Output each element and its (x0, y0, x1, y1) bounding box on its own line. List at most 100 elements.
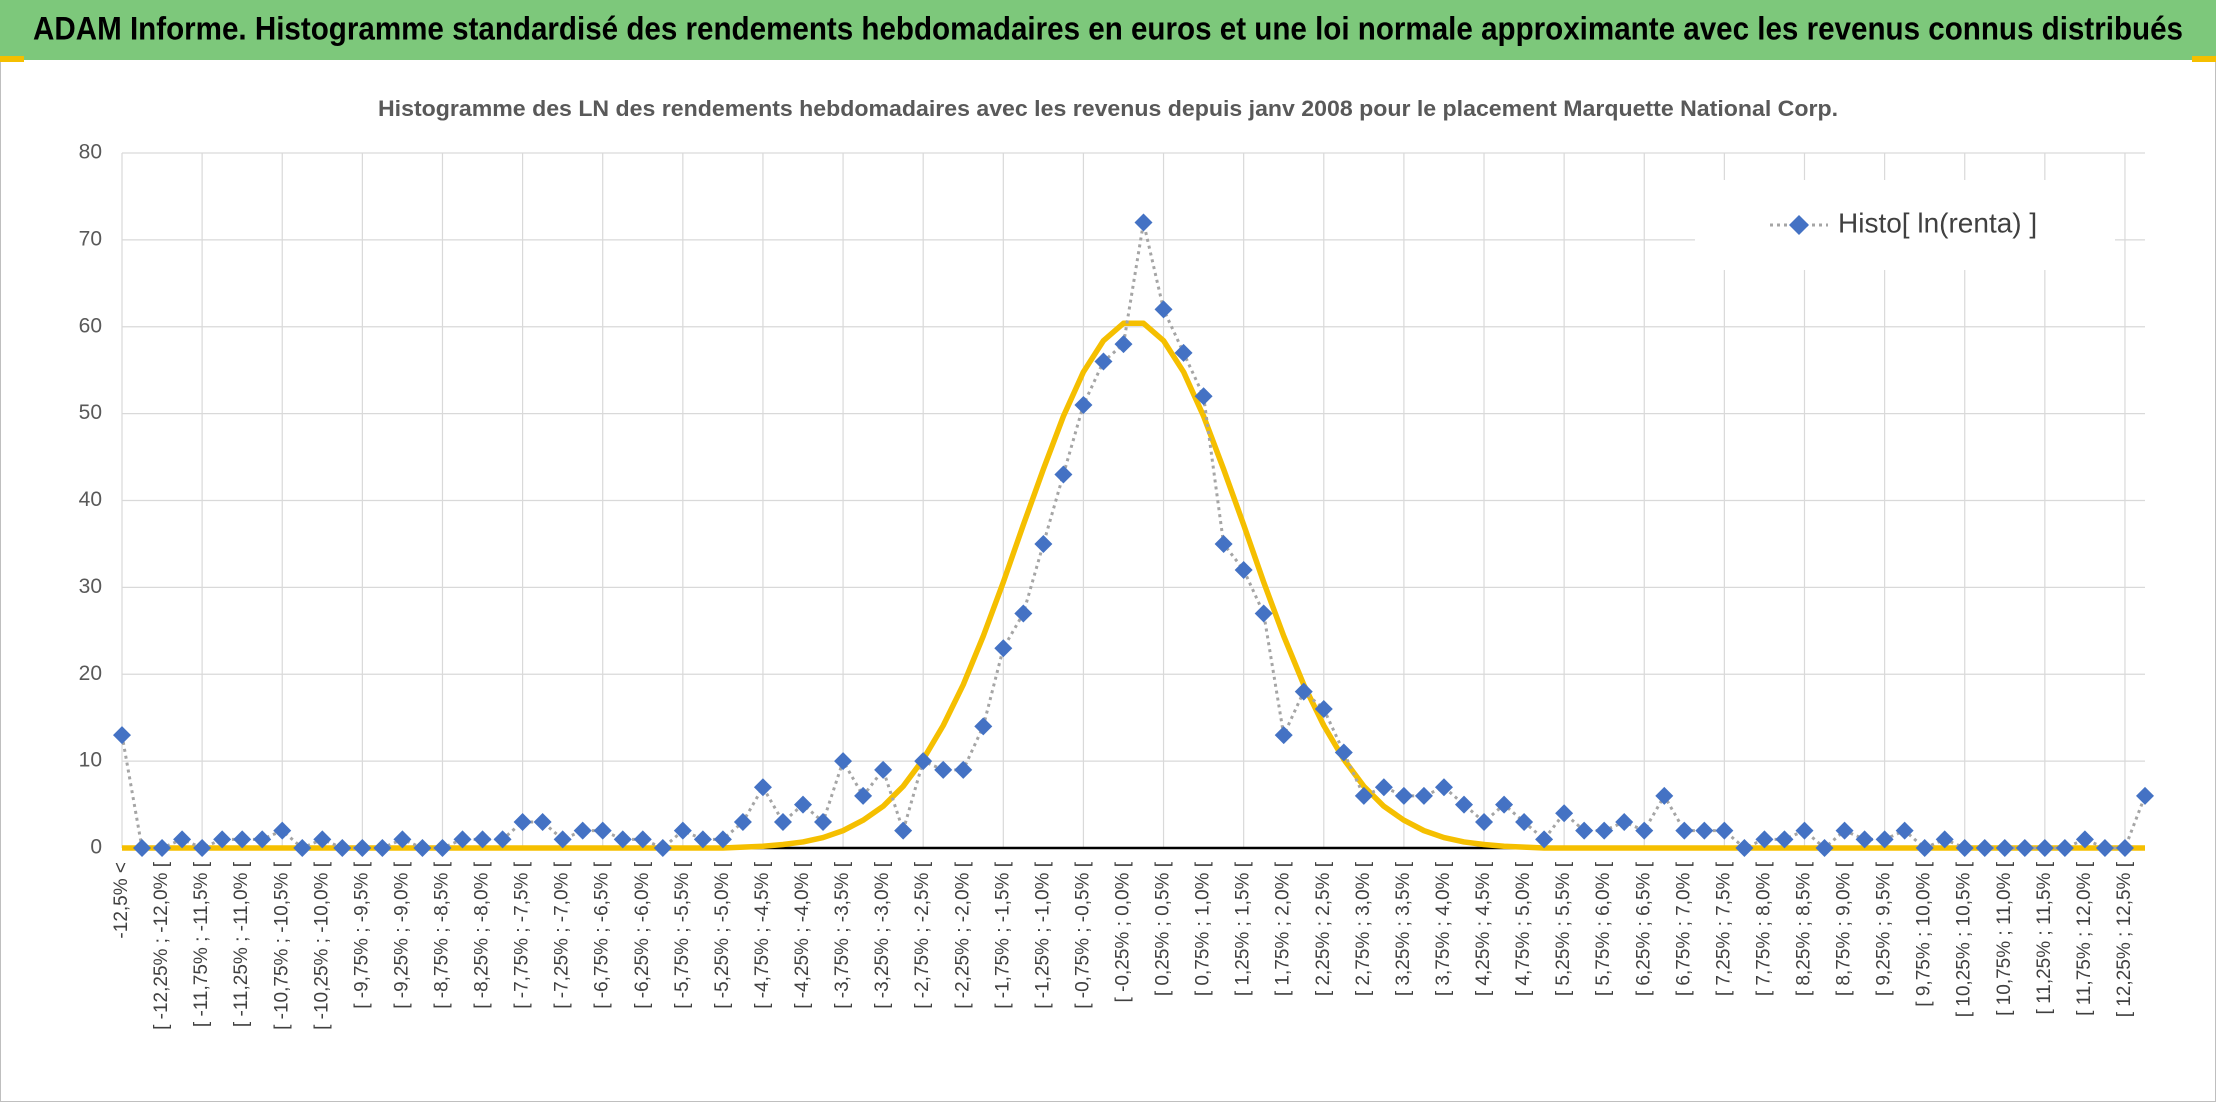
x-tick-label: [ 2,75% ; 3,0% [ (1353, 861, 1374, 996)
data-point (1475, 812, 1494, 831)
data-point (1675, 821, 1694, 840)
x-tick-label: [ 7,25% ; 7,5% [ (1713, 861, 1734, 996)
data-point (1815, 839, 1834, 857)
data-point (633, 830, 652, 849)
x-tick-label: [ 5,25% ; 5,5% [ (1553, 861, 1574, 996)
data-point (1154, 300, 1173, 319)
data-point (1595, 821, 1614, 840)
data-point (713, 830, 732, 849)
x-tick-label: [ -7,75% ; -7,5% [ (512, 861, 533, 1009)
data-point (1194, 387, 1213, 406)
data-point (133, 839, 152, 857)
data-point (1895, 821, 1914, 840)
header-corner (2192, 56, 2216, 62)
x-tick-label: [ -0,75% ; -0,5% [ (1072, 861, 1093, 1009)
x-tick-label: [ -6,75% ; -6,5% [ (592, 861, 613, 1009)
data-point (1394, 786, 1413, 805)
x-tick-label: [ 3,25% ; 3,5% [ (1393, 861, 1414, 996)
data-point (493, 830, 512, 849)
x-tick-label: [ -10,75% ; -10,5% [ (271, 861, 292, 1030)
x-tick-label: [ 9,25% ; 9,5% [ (1874, 861, 1895, 996)
data-point (2095, 839, 2114, 857)
x-tick-label: [ 0,25% ; 0,5% [ (1153, 861, 1174, 996)
data-point (393, 830, 412, 849)
x-tick-label: [ -4,75% ; -4,5% [ (752, 861, 773, 1009)
data-point (173, 830, 192, 849)
x-tick-label: [ 5,75% ; 6,0% [ (1593, 861, 1614, 996)
data-point (1535, 830, 1554, 849)
data-point (1314, 700, 1333, 718)
header-bar (0, 0, 2216, 60)
x-tick-label: [ 1,25% ; 1,5% [ (1233, 861, 1254, 996)
data-point (1855, 830, 1874, 849)
x-tick-label: -12,5% < (111, 862, 132, 939)
data-point (994, 639, 1013, 658)
data-point (974, 717, 993, 736)
data-point (1715, 821, 1734, 840)
data-point (834, 752, 853, 771)
data-point (1575, 821, 1594, 840)
x-tick-label: [ -3,25% ; -3,0% [ (872, 861, 893, 1009)
data-point (1915, 839, 1934, 857)
data-point (693, 830, 712, 849)
data-point (193, 839, 212, 857)
data-point (213, 830, 232, 849)
data-point (1374, 778, 1393, 797)
data-point (1354, 786, 1373, 805)
data-point (1294, 682, 1313, 701)
y-tick-label: 20 (79, 662, 102, 685)
x-tick-label: [ 11,75% ; 12,0% [ (2074, 861, 2095, 1016)
legend-box (1695, 180, 2115, 270)
x-tick-label: [ 12,25% ; 12,5% [ (2114, 861, 2135, 1017)
x-tick-label: [ -8,75% ; -8,5% [ (431, 861, 452, 1009)
x-tick-label: [ -12,25% ; -12,0% [ (151, 861, 172, 1030)
y-tick-label: 70 (79, 227, 102, 250)
data-point (1214, 534, 1233, 553)
x-tick-label: [ -5,25% ; -5,0% [ (712, 861, 733, 1009)
x-tick-label: [ -3,75% ; -3,5% [ (832, 861, 853, 1009)
data-point (513, 812, 532, 831)
y-tick-label: 10 (79, 749, 102, 772)
data-point (1875, 830, 1894, 849)
x-tick-label: [ -0,25% ; 0,0% [ (1113, 861, 1134, 1002)
x-tick-label: [ 10,75% ; 11,0% [ (1994, 861, 2015, 1016)
data-point (273, 821, 292, 840)
data-point (753, 778, 772, 797)
data-point (253, 830, 272, 849)
x-tick-label: [ 9,75% ; 10,0% [ (1914, 861, 1935, 1006)
data-point (1054, 465, 1073, 484)
data-point (934, 760, 953, 779)
data-point (1134, 213, 1153, 232)
data-point (653, 839, 672, 857)
y-tick-label: 50 (79, 401, 102, 424)
data-point (894, 821, 913, 840)
x-tick-label: [ -11,25% ; -11,0% [ (231, 861, 252, 1027)
data-point (1655, 786, 1674, 805)
data-point (233, 830, 252, 849)
x-tick-label: [ -9,25% ; -9,0% [ (391, 861, 412, 1009)
x-tick-label: [ 3,75% ; 4,0% [ (1433, 861, 1454, 996)
x-tick-label: [ -2,25% ; -2,0% [ (952, 861, 973, 1009)
x-tick-label: [ 4,75% ; 5,0% [ (1513, 861, 1534, 996)
data-point (1454, 795, 1473, 814)
x-tick-label: [ -6,25% ; -6,0% [ (632, 861, 653, 1009)
legend-label: Histo[ ln(renta) ] (1838, 207, 2037, 238)
x-tick-label: [ 8,75% ; 9,0% [ (1834, 861, 1855, 996)
data-point (954, 760, 973, 779)
normal-curve (122, 320, 2145, 851)
x-tick-label: [ 0,75% ; 1,0% [ (1193, 861, 1214, 996)
data-point (1434, 778, 1453, 797)
data-point (553, 830, 572, 849)
data-point (473, 830, 492, 849)
data-point (1615, 812, 1634, 831)
data-point (573, 821, 592, 840)
y-tick-label: 0 (90, 836, 102, 859)
x-tick-label: [ 4,25% ; 4,5% [ (1473, 861, 1494, 996)
data-point (333, 839, 352, 857)
data-point (1074, 395, 1093, 414)
data-point (533, 812, 552, 831)
data-point (373, 839, 392, 857)
data-point (1995, 839, 2014, 857)
